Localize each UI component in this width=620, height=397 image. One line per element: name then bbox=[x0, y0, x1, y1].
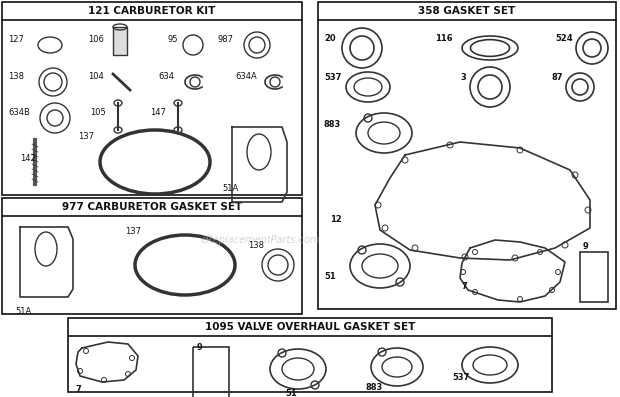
Bar bbox=[2, 2, 302, 195]
Text: 87: 87 bbox=[552, 73, 564, 82]
Text: 51A: 51A bbox=[222, 184, 238, 193]
Text: 137: 137 bbox=[78, 132, 94, 141]
Text: 127: 127 bbox=[8, 35, 24, 44]
Text: 106: 106 bbox=[88, 35, 104, 44]
Text: 1095 VALVE OVERHAUL GASKET SET: 1095 VALVE OVERHAUL GASKET SET bbox=[205, 322, 415, 332]
Text: 116: 116 bbox=[435, 34, 453, 43]
Text: 20: 20 bbox=[324, 34, 335, 43]
Text: 105: 105 bbox=[90, 108, 106, 117]
Text: 987: 987 bbox=[218, 35, 234, 44]
Text: 51: 51 bbox=[324, 272, 336, 281]
Text: 51: 51 bbox=[285, 389, 297, 397]
Bar bbox=[113, 27, 127, 55]
Bar bbox=[193, 347, 229, 397]
Text: 138: 138 bbox=[8, 72, 24, 81]
Text: 634A: 634A bbox=[235, 72, 257, 81]
Text: 104: 104 bbox=[88, 72, 104, 81]
Text: 137: 137 bbox=[125, 227, 141, 236]
Text: 537: 537 bbox=[324, 73, 342, 82]
Text: 51A: 51A bbox=[15, 307, 31, 316]
Text: 634B: 634B bbox=[8, 108, 30, 117]
Text: eReplacementParts.com: eReplacementParts.com bbox=[200, 235, 320, 245]
Bar bbox=[318, 2, 616, 309]
Text: 138: 138 bbox=[248, 241, 264, 250]
Text: 358 GASKET SET: 358 GASKET SET bbox=[418, 6, 516, 16]
Text: 7: 7 bbox=[76, 385, 82, 394]
Text: 524: 524 bbox=[555, 34, 573, 43]
Text: 121 CARBURETOR KIT: 121 CARBURETOR KIT bbox=[88, 6, 216, 16]
Bar bbox=[68, 318, 552, 392]
Text: 142: 142 bbox=[20, 154, 36, 163]
Text: 3: 3 bbox=[460, 73, 466, 82]
Text: 95: 95 bbox=[168, 35, 179, 44]
Text: 977 CARBURETOR GASKET SET: 977 CARBURETOR GASKET SET bbox=[62, 202, 242, 212]
Bar bbox=[2, 198, 302, 314]
Text: 883: 883 bbox=[365, 383, 383, 392]
Text: 883: 883 bbox=[324, 120, 341, 129]
Text: 634: 634 bbox=[158, 72, 174, 81]
Text: 147: 147 bbox=[150, 108, 166, 117]
Bar bbox=[580, 252, 608, 302]
Text: 9: 9 bbox=[197, 343, 203, 352]
Text: 12: 12 bbox=[330, 215, 342, 224]
Text: 7: 7 bbox=[462, 282, 467, 291]
Text: 9: 9 bbox=[583, 242, 589, 251]
Text: 537: 537 bbox=[452, 373, 469, 382]
